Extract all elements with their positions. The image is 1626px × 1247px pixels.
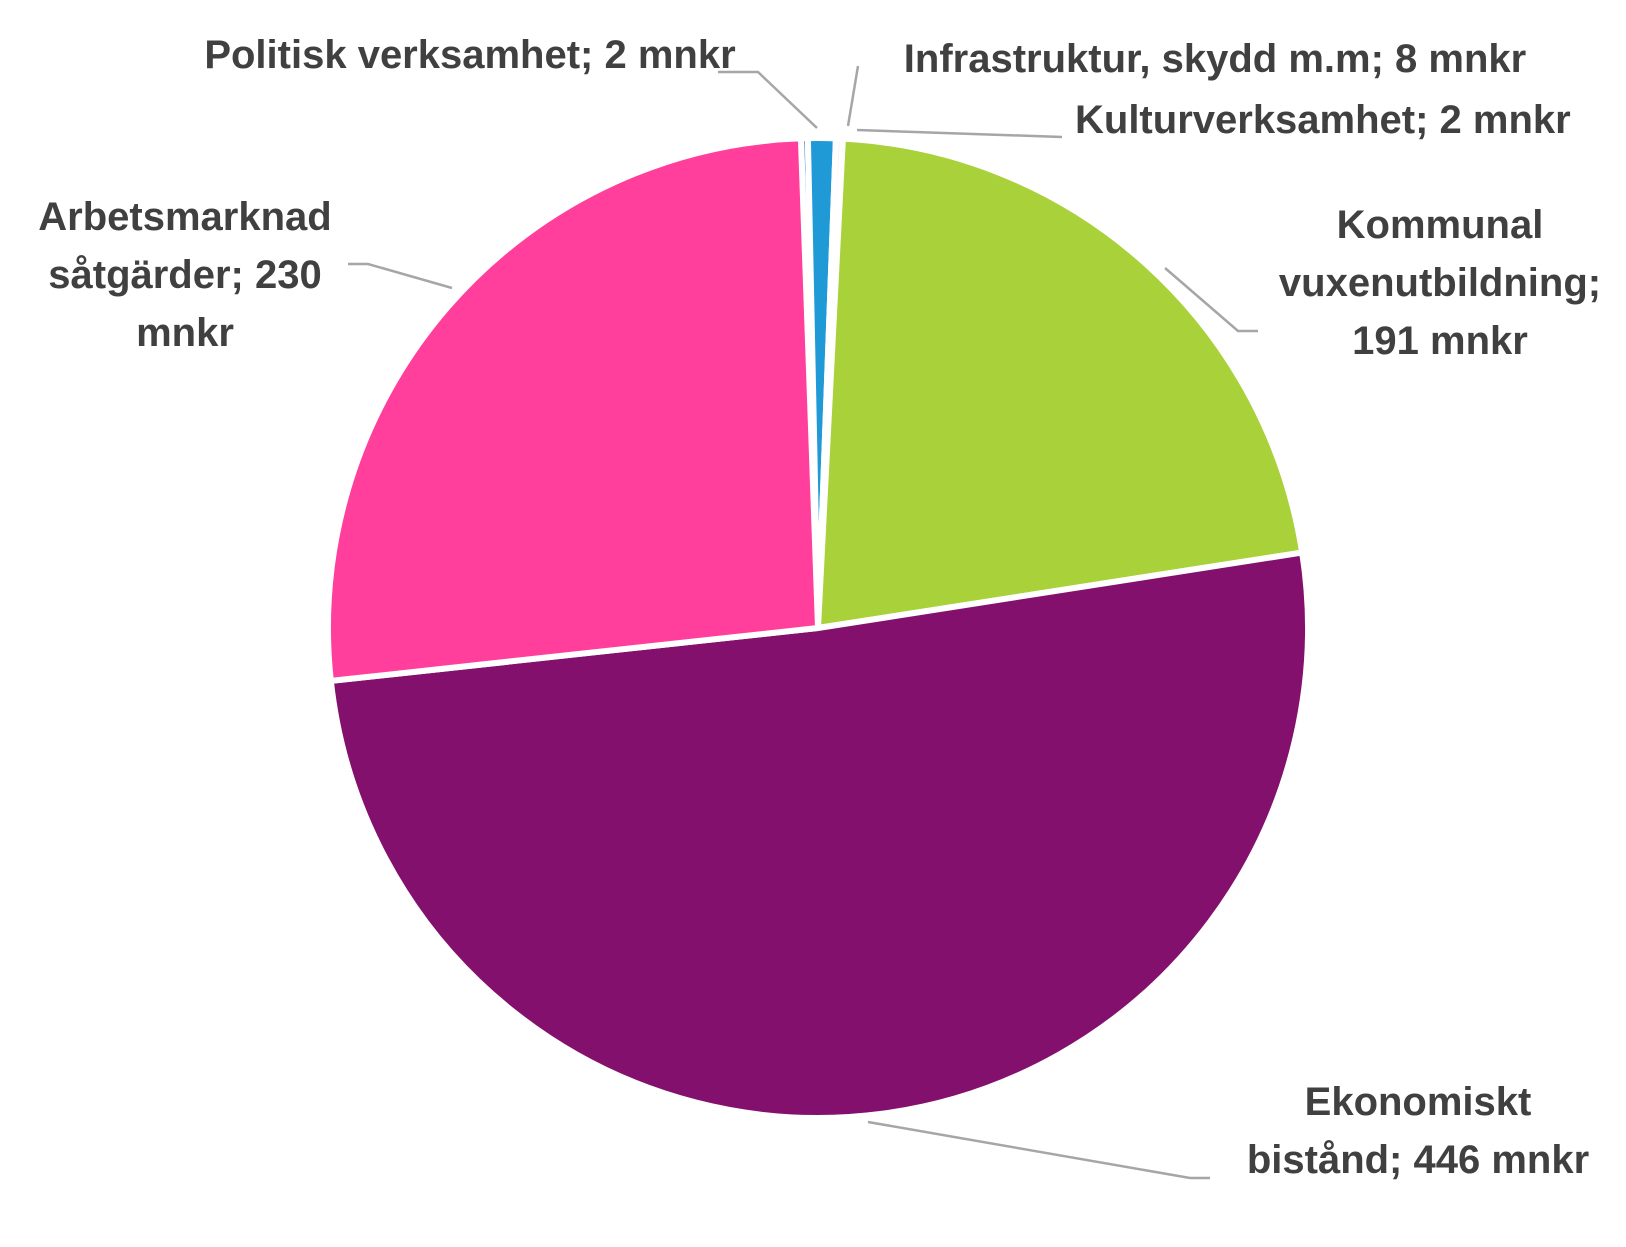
- leader-line: [867, 1120, 1210, 1180]
- slice-label-line: bistånd; 446 mnkr: [1247, 1138, 1589, 1182]
- leader-lines: [348, 65, 1258, 1180]
- leader-line: [348, 262, 453, 290]
- slice-label-line: Kommunal: [1337, 203, 1544, 247]
- slice-label: Infrastruktur, skydd m.m; 8 mnkr: [904, 37, 1526, 81]
- slice-label: Politisk verksamhet; 2 mnkr: [204, 33, 735, 77]
- slice-label-line: Politisk verksamhet; 2 mnkr: [204, 33, 735, 77]
- slice-label-line: vuxenutbildning;: [1279, 261, 1601, 305]
- slice-label-line: såtgärder; 230: [48, 253, 321, 297]
- slice-label-line: Ekonomiskt: [1305, 1080, 1532, 1124]
- slice-label-line: Infrastruktur, skydd m.m; 8 mnkr: [904, 37, 1526, 81]
- pie-slices: [325, 135, 1311, 1121]
- pie-slice-ekonomiskt-bistånd: [327, 549, 1311, 1121]
- leader-line: [856, 128, 1063, 139]
- slice-label-line: 191 mnkr: [1352, 319, 1528, 363]
- slice-label-line: mnkr: [136, 311, 234, 355]
- slice-label: Arbetsmarknad såtgärder; 230 mnkr: [38, 195, 331, 355]
- slice-label: Kommunal vuxenutbildning; 191 mnkr: [1279, 203, 1601, 363]
- slice-label: Kulturverksamhet; 2 mnkr: [1075, 98, 1571, 142]
- leader-line: [1164, 267, 1258, 333]
- slice-label-line: Arbetsmarknad: [38, 195, 331, 239]
- slice-label: Ekonomiskt bistånd; 446 mnkr: [1247, 1080, 1589, 1182]
- slice-label-line: Kulturverksamhet; 2 mnkr: [1075, 98, 1571, 142]
- leader-line: [718, 70, 818, 129]
- pie-slice-arbetsmarknad-såtgärder: [325, 135, 821, 684]
- leader-line: [846, 65, 860, 127]
- slice-labels: Politisk verksamhet; 2 mnkr Infrastruktur…: [38, 33, 1601, 1182]
- pie-slice-kommunal-vuxenutbildning: [815, 135, 1306, 631]
